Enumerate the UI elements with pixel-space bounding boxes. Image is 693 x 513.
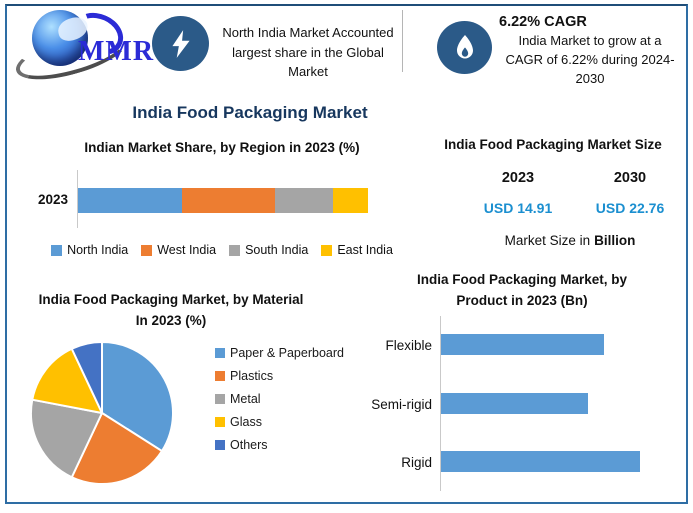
legend-item: Paper & Paperboard	[215, 346, 344, 360]
legend-label: Paper & Paperboard	[230, 346, 344, 360]
lightning-badge	[152, 16, 209, 71]
legend-swatch-glass	[215, 417, 225, 427]
bar-segment-west-india	[182, 188, 276, 213]
bar-segment-east-india	[333, 188, 368, 213]
product-chart-title: India Food Packaging Market, by Product …	[416, 272, 628, 308]
cagr-description: India Market to grow at a CAGR of 6.22% …	[505, 33, 675, 86]
legend-swatch-east-india	[321, 244, 333, 256]
legend-swatch-west-india	[141, 244, 153, 256]
region-chart-category-label: 2023	[37, 192, 68, 207]
product-label-flexible: Flexible	[385, 338, 432, 353]
market-size-note-unit: Billion	[594, 233, 636, 248]
market-size-note-text: Market Size in	[504, 233, 591, 248]
material-pie	[30, 341, 174, 485]
material-chart-title: India Food Packaging Market, by Material…	[38, 292, 304, 328]
legend-label: Glass	[230, 415, 262, 429]
region-stacked-bar	[78, 188, 368, 213]
page-title: India Food Packaging Market	[132, 103, 368, 122]
legend-item: Glass	[215, 415, 344, 429]
legend-swatch-north-india	[51, 244, 63, 256]
market-size-year-2030: 2030	[613, 170, 647, 186]
legend-item: North India	[51, 243, 128, 257]
bar-segment-south-india	[275, 188, 334, 213]
header-fact2: 6.22% CAGR India Market to grow at a CAG…	[499, 14, 681, 89]
market-size-value-2030: USD 22.76	[595, 200, 665, 216]
legend-label: Plastics	[230, 369, 274, 383]
flame-badge	[437, 21, 492, 74]
legend-swatch-others	[215, 440, 225, 450]
legend-swatch-paper	[215, 348, 225, 358]
cagr-headline: 6.22% CAGR	[499, 14, 587, 30]
product-bar-semi-rigid	[441, 393, 588, 414]
pie-slice-metal	[30, 398, 103, 479]
legend-swatch-plastics	[215, 371, 225, 381]
legend-label: North India	[67, 243, 129, 257]
legend-item: South India	[229, 243, 308, 257]
legend-label: Others	[230, 438, 268, 452]
region-chart-legend: North India West India South India East …	[38, 243, 406, 257]
market-size-value-2023: USD 14.91	[483, 200, 553, 216]
product-bar-flexible	[441, 334, 604, 355]
header-divider	[402, 10, 403, 72]
globe-icon	[32, 10, 90, 66]
bar-segment-north-india	[78, 188, 183, 213]
legend-item: Metal	[215, 392, 344, 406]
pie-slice-others	[70, 341, 103, 414]
region-chart-title: Indian Market Share, by Region in 2023 (…	[84, 140, 360, 155]
market-size-year-2023: 2023	[501, 170, 535, 186]
brand-logo: MMR	[11, 5, 153, 90]
product-bar-rigid	[441, 451, 640, 472]
brand-name: MMR	[78, 36, 155, 67]
legend-item: Others	[215, 438, 344, 452]
pie-slice-glass	[31, 347, 103, 414]
lightning-icon	[171, 29, 190, 58]
flame-icon	[456, 34, 473, 58]
legend-label: East India	[337, 243, 393, 257]
legend-label: Metal	[230, 392, 261, 406]
legend-item: Plastics	[215, 369, 344, 383]
product-label-semi-rigid: Semi-rigid	[371, 397, 432, 412]
market-size-title: India Food Packaging Market Size	[444, 137, 662, 152]
legend-label: South India	[245, 243, 309, 257]
legend-swatch-south-india	[229, 244, 241, 256]
product-label-rigid: Rigid	[401, 455, 432, 470]
product-chart-axis	[440, 316, 441, 491]
region-chart-axis	[77, 170, 78, 228]
legend-swatch-metal	[215, 394, 225, 404]
header-fact1-text: North India Market Accounted largest sha…	[222, 25, 394, 79]
legend-label: West India	[157, 243, 217, 257]
market-size-note: Market Size in Billion	[460, 233, 680, 248]
legend-item: East India	[321, 243, 393, 257]
material-chart-legend: Paper & Paperboard Plastics Metal Glass …	[215, 346, 344, 452]
legend-item: West India	[141, 243, 216, 257]
